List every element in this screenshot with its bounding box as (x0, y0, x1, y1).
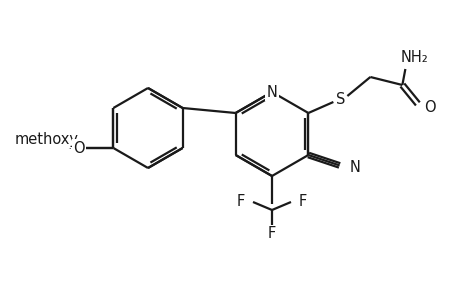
Text: N: N (349, 160, 359, 175)
Text: S: S (335, 92, 344, 106)
Text: O: O (73, 140, 84, 155)
Text: F: F (298, 194, 307, 209)
Text: O: O (73, 140, 85, 155)
Text: F: F (267, 226, 275, 242)
Text: methoxy: methoxy (14, 131, 78, 146)
Text: F: F (236, 194, 245, 209)
Text: NH₂: NH₂ (400, 50, 427, 64)
Text: N: N (266, 85, 277, 100)
Text: O: O (424, 100, 435, 115)
